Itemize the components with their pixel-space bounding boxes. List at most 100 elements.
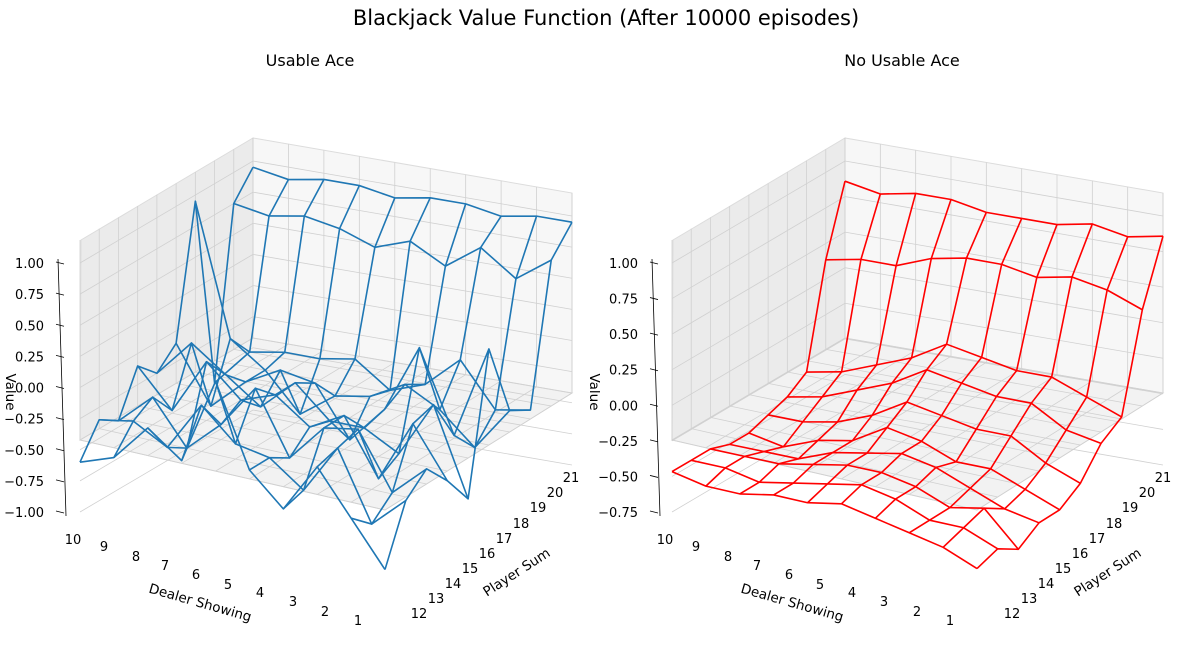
z-tick-label: 0.75: [609, 293, 638, 308]
series-line-dealer-5: [249, 197, 431, 471]
x-tick-label: 18: [1106, 517, 1123, 532]
z-tick-label: −0.75: [4, 475, 44, 490]
series-line-player-17: [767, 401, 1081, 485]
y-tick-label: 8: [132, 550, 140, 565]
figure-title: Blackjack Value Function (After 10000 ep…: [353, 6, 859, 30]
grid-line-z: [671, 231, 1164, 335]
z-tick-mark: [55, 417, 65, 421]
y-tick-label: 3: [289, 595, 297, 610]
z-tick-mark: [649, 403, 659, 407]
z-tick-mark: [55, 323, 65, 327]
series-line-player-16: [748, 426, 1061, 511]
series-line-dealer-9: [705, 193, 882, 487]
grid-line-floor-y: [79, 337, 254, 441]
grid-line-floor-y: [976, 392, 1164, 511]
series-line-player-19: [214, 351, 531, 411]
y-tick-label: 4: [256, 586, 264, 601]
grid-line-z: [79, 316, 573, 419]
series-line-player-17: [175, 342, 490, 441]
grid-line-floor-y: [841, 368, 1022, 480]
grid-line-floor-y: [384, 392, 573, 511]
x-tick-label: 20: [547, 486, 564, 501]
z-tick-label: −0.75: [598, 506, 638, 521]
panes-usable-ace: [78, 137, 574, 513]
y-tick-label: 9: [692, 540, 700, 555]
series-line-player-13: [691, 459, 999, 550]
series-line-player-20: [825, 257, 1143, 311]
x-tick-label: 14: [445, 577, 462, 592]
grid-line-floor-y: [942, 386, 1128, 503]
grid-line-z: [671, 302, 1164, 406]
z-tick-label: 0.25: [609, 364, 638, 379]
grid-line-floor-y: [739, 349, 916, 456]
series-line-dealer-7: [773, 199, 952, 496]
z-tick-label: −0.25: [598, 435, 638, 450]
series-line-dealer-6: [214, 197, 396, 445]
x-tick-label: 19: [1122, 501, 1139, 516]
x-tick-label: 19: [530, 501, 547, 516]
z-tick-label: −1.00: [4, 506, 44, 521]
z-tick-label: −0.50: [4, 444, 44, 459]
wireframe-no-usable-ace: [671, 180, 1164, 570]
chart-usable-ace: Usable Ace Player Sum Dealer Showing Val…: [2, 51, 579, 629]
x-tick-label: 16: [1072, 547, 1089, 562]
y-axis-label-usable-ace: Dealer Showing: [147, 581, 253, 626]
series-line-player-18: [787, 368, 1102, 445]
x-tick-label: 21: [563, 471, 580, 486]
series-line-dealer-1: [976, 235, 1164, 570]
series-line-dealer-9: [113, 179, 290, 458]
z-tick-label: 0.50: [15, 319, 44, 334]
z-axis-label-usable-ace: Value: [2, 373, 18, 410]
grid-line-z: [671, 267, 1164, 371]
chart-title-usable-ace: Usable Ace: [266, 51, 355, 70]
grid-line-z: [79, 191, 573, 295]
series-line-dealer-5: [840, 218, 1023, 505]
x-tick-label: 14: [1038, 577, 1055, 592]
series-line-player-21: [252, 166, 573, 224]
grid-line-z: [671, 374, 1164, 477]
grid-line-floor-y: [113, 343, 289, 449]
grid-line-floor-x: [79, 439, 386, 511]
series-line-dealer-10: [671, 180, 846, 473]
z-tick-label: 0.50: [609, 328, 638, 343]
chart-no-usable-ace: No Usable Ace Player Sum Dealer Showing …: [586, 51, 1171, 629]
grid-line-floor-y: [215, 362, 395, 472]
y-tick-label: 7: [161, 559, 169, 574]
grid-line-floor-y: [773, 355, 952, 464]
grid-line-floor-x: [768, 382, 1081, 446]
z-tick-mark: [649, 510, 659, 514]
y-tick-label: 5: [816, 578, 824, 593]
grid-line-z: [671, 338, 1164, 442]
y-tick-label: 10: [65, 533, 82, 548]
y-tick-label: 1: [946, 614, 954, 629]
y-tick-label: 5: [224, 578, 232, 593]
series-line-player-20: [233, 202, 552, 280]
grid-line-z: [79, 160, 573, 264]
series-line-player-15: [729, 443, 1040, 524]
series-line-player-14: [117, 387, 428, 494]
z-tick-label: 0.00: [609, 399, 638, 414]
series-line-dealer-8: [147, 179, 325, 449]
y-axis-label-no-usable-ace: Dealer Showing: [739, 581, 845, 626]
grid-line-floor-y: [350, 386, 537, 503]
x-tick-label: 18: [513, 517, 530, 532]
y-tick-label: 8: [724, 550, 732, 565]
x-tick-label: 12: [1004, 607, 1021, 622]
grid-line-floor-x: [710, 416, 1019, 485]
series-line-dealer-2: [350, 215, 538, 525]
z-tick-mark: [55, 448, 65, 452]
series-line-player-19: [806, 343, 1123, 418]
y-tick-label: 10: [657, 533, 674, 548]
z-tick-mark: [55, 479, 65, 483]
y-tick-label: 2: [321, 605, 329, 620]
x-tick-label: 17: [496, 532, 513, 547]
grid-line-floor-x: [787, 371, 1102, 433]
series-line-player-16: [156, 342, 469, 500]
x-tick-label: 13: [1021, 592, 1038, 607]
grid-line-floor-x: [748, 394, 1060, 459]
x-tick-label: 16: [479, 547, 496, 562]
grid-line-floor-x: [214, 360, 531, 420]
y-tick-label: 6: [785, 568, 793, 583]
z-tick-mark: [55, 292, 65, 296]
z-tick-label: 1.00: [609, 257, 638, 272]
